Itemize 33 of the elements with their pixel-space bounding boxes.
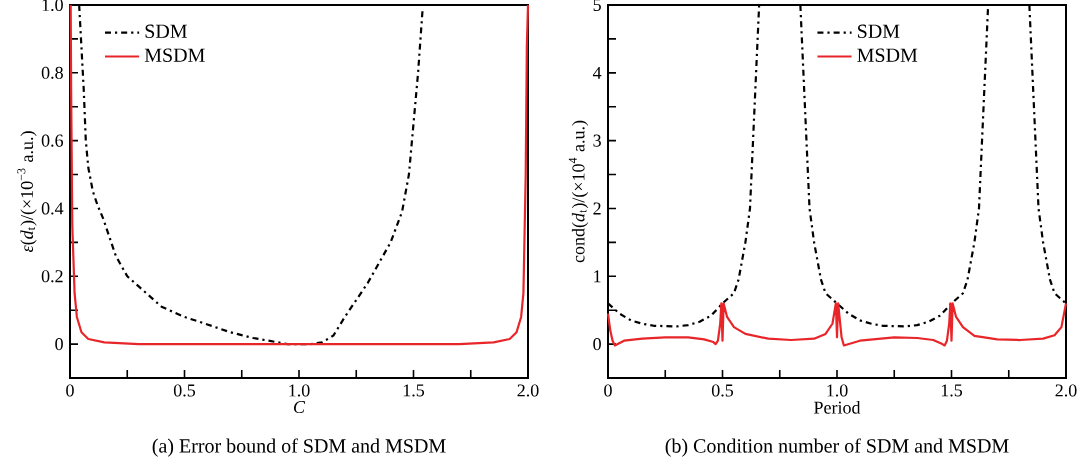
text: (a) Error bound of SDM and MSDM [152, 438, 446, 457]
x-axis-title: Period [814, 401, 861, 414]
x-tick-label: 2.0 [1055, 384, 1077, 397]
y-tick-label: 0 [55, 338, 63, 351]
y-tick-label: 4 [592, 66, 602, 79]
x-axis-title: C [294, 401, 306, 414]
x-tick-label: 1.5 [403, 384, 425, 397]
y-tick-label: 2 [593, 202, 601, 215]
text: (b) Condition number of SDM and MSDM [665, 438, 1009, 457]
legend-label: MSDM [857, 48, 918, 62]
x-tick-label: 1.5 [941, 384, 963, 397]
y-tick-label: 1 [594, 270, 601, 283]
y-tick-label: 0.6 [41, 134, 64, 147]
x-tick-label: 0.5 [711, 384, 734, 397]
y-tick-label: 0.4 [41, 202, 64, 215]
y-axis-title: cond(d$_{t}$)/(×10$^{4}$ a.u.) [568, 120, 589, 263]
y-tick-label: 0.8 [41, 66, 63, 79]
y-axis-title: ε(d$_{t}$)/(×10$^{−3}$ a.u.) [17, 131, 37, 253]
x-tick-label: 0 [604, 384, 612, 397]
x-tick-label: 0.5 [173, 384, 196, 397]
x-tick-label: 0 [66, 384, 74, 397]
y-tick-label: 0 [593, 338, 601, 351]
legend-label: MSDM [144, 48, 205, 62]
y-tick-label: 3 [593, 134, 601, 147]
line-series [69, 3, 530, 346]
legend-label: SDM [858, 24, 900, 39]
x-tick-label: 2.0 [517, 384, 539, 397]
x-tick-label: 1.0 [289, 384, 310, 397]
line-series [606, 302, 1068, 347]
y-tick-label: 0.2 [41, 270, 63, 283]
legend-label: SDM [145, 24, 187, 39]
y-tick-label: 5 [593, 0, 601, 11]
x-tick-label: 1.0 [827, 384, 848, 397]
